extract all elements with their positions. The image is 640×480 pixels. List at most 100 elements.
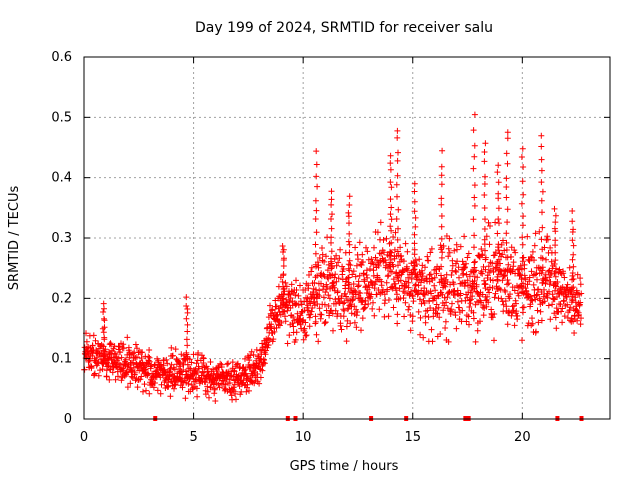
data-point [241,367,248,374]
data-point [492,290,499,297]
data-point [505,280,512,287]
data-point [563,294,570,300]
data-point [124,384,131,391]
data-point [421,300,428,306]
data-point [306,272,312,278]
data-point [319,245,325,251]
data-point [411,198,418,205]
data-point [542,280,549,287]
data-point [503,150,510,157]
data-point [233,396,239,403]
data-point [328,239,334,246]
data-point [101,352,108,359]
data-point [476,253,483,260]
data-point [146,390,153,397]
data-point [483,233,490,240]
data-point [325,275,332,282]
data-point [552,219,559,226]
data-point [308,264,315,271]
data-point [352,291,359,298]
data-point [282,313,288,320]
data-point [482,281,489,288]
data-point [248,348,255,355]
data-point [445,290,451,297]
data-point [450,281,457,288]
data-point [504,129,511,136]
data-point [91,371,98,378]
data-point [569,270,576,276]
data-point [120,365,127,372]
data-point [471,153,478,160]
data-point [504,206,511,213]
data-point [336,298,343,305]
data-point [533,292,540,299]
data-point [307,311,314,318]
data-point [411,231,418,238]
data-point [486,241,493,248]
data-point [280,263,287,269]
data-point [471,194,478,201]
data-point [438,278,445,285]
data-point [503,247,510,253]
data-point [470,315,477,322]
data-point [575,311,582,318]
data-point [531,242,538,249]
data-point [401,313,408,320]
data-point [88,363,95,370]
data-point [405,274,412,281]
data-point [107,340,114,347]
data-point [286,332,293,339]
data-point [552,257,559,264]
data-point [459,307,466,314]
data-point [484,272,491,279]
data-point [503,239,510,246]
data-point [303,332,310,339]
data-point [394,157,401,164]
data-point [539,279,546,286]
data-point [519,178,526,185]
data-point [390,234,397,240]
data-point [552,280,559,287]
y-tick-label: 0 [64,412,72,427]
data-point [395,206,402,213]
data-point [411,246,418,253]
data-point [469,293,476,300]
data-point [409,313,416,320]
data-point [257,374,264,381]
data-point [470,309,477,316]
data-point [326,295,333,302]
data-point [480,312,487,319]
data-point [514,290,521,297]
data-point [533,328,539,335]
data-point [167,365,174,372]
data-point [412,282,419,289]
data-point [305,285,312,292]
data-point [368,256,375,263]
data-point [279,278,286,285]
data-point [417,314,424,321]
data-point [312,250,319,257]
data-point [544,236,551,243]
data-point [193,385,200,392]
data-point [160,362,167,369]
data-point [313,331,320,338]
data-point [145,357,152,364]
data-point [495,256,502,263]
data-point [482,216,488,223]
data-point [204,388,211,395]
data-point [326,271,333,278]
data-point [309,305,316,311]
data-point [385,313,392,320]
data-point [315,264,322,271]
data-point [329,264,335,271]
data-point [545,302,552,309]
data-point [184,361,191,368]
data-point [308,268,315,275]
data-point [346,230,353,237]
data-point [478,246,485,252]
data-point [104,363,111,370]
data-point [103,373,110,380]
data-point [302,319,309,326]
data-point [569,237,576,244]
data-point [328,234,335,241]
